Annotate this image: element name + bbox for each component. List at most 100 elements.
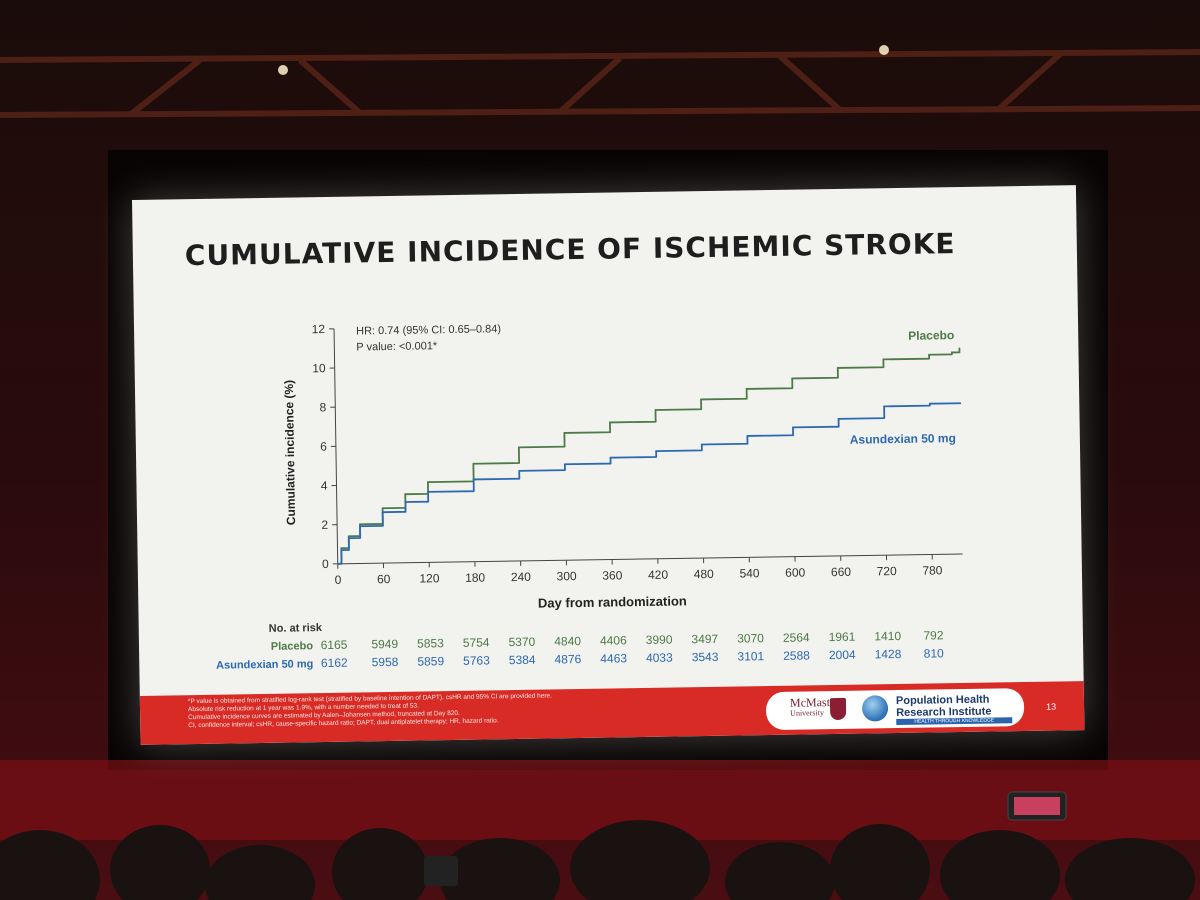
- risk-row-label-asundexian: Asundexian 50 mg: [216, 658, 313, 672]
- x-tick-label: 600: [785, 565, 806, 579]
- placebo-point: [359, 523, 361, 526]
- x-tick-label: 720: [877, 564, 898, 578]
- y-tick-label: 6: [320, 439, 327, 453]
- page-number: 13: [1045, 701, 1057, 712]
- mcmaster-crest-icon: [829, 697, 847, 721]
- placebo-point: [791, 377, 794, 380]
- ceiling-light: [879, 45, 889, 55]
- asundexian-point: [472, 478, 475, 481]
- asundexian-curve: [337, 402, 961, 565]
- y-tick-label: 2: [321, 518, 328, 532]
- y-tick-label: 8: [319, 400, 326, 414]
- risk-value-placebo: 3497: [691, 632, 718, 646]
- x-tick-label: 180: [465, 570, 486, 584]
- asundexian-point: [609, 456, 612, 459]
- placebo-point: [340, 547, 343, 549]
- asundexian-point: [336, 562, 339, 565]
- phri-logo: Population Health Research Institute: [896, 694, 992, 719]
- risk-value-placebo: 6165: [321, 638, 348, 652]
- audience-phone-screen: [1014, 797, 1060, 815]
- asundexian-point: [883, 405, 886, 408]
- risk-value-placebo: 5853: [417, 636, 444, 650]
- placebo-point: [404, 493, 407, 496]
- y-tick-label: 10: [312, 361, 326, 375]
- placebo-point: [882, 358, 885, 361]
- x-tick-label: 240: [511, 570, 532, 584]
- asundexian-point: [404, 501, 407, 503]
- asundexian-point: [427, 490, 429, 493]
- x-tick-label: 360: [602, 568, 623, 582]
- asundexian-point: [655, 450, 658, 452]
- asundexian-point: [563, 463, 566, 466]
- asundexian-point: [928, 402, 931, 405]
- ceiling-light: [278, 65, 288, 75]
- ceiling-truss: [0, 49, 1200, 118]
- risk-value-asundexian: 5763: [463, 653, 490, 667]
- asundexian-point: [340, 549, 343, 551]
- risk-value-placebo: 4840: [554, 634, 581, 648]
- audience: [0, 820, 1195, 900]
- placebo-point: [745, 388, 748, 390]
- y-tick-label: 0: [322, 557, 329, 571]
- risk-value-placebo: 5754: [463, 635, 490, 649]
- x-tick-label: 540: [739, 566, 760, 580]
- chart-series: [336, 347, 962, 565]
- placebo-point: [472, 462, 475, 465]
- legend-placebo: Placebo: [908, 328, 954, 343]
- risk-value-placebo: 5370: [508, 635, 535, 649]
- placebo-point: [381, 507, 384, 510]
- risk-value-asundexian: 3543: [692, 650, 719, 664]
- asundexian-point: [792, 426, 794, 429]
- asundexian-point: [347, 537, 350, 540]
- risk-value-placebo: 1961: [829, 630, 856, 644]
- risk-value-asundexian: 5958: [372, 655, 399, 669]
- legend-asundexian: Asundexian 50 mg: [850, 431, 956, 447]
- x-tick-label: 660: [831, 565, 852, 579]
- risk-row-label-placebo: Placebo: [271, 640, 314, 653]
- y-tick-label: 12: [312, 322, 326, 336]
- asundexian-point: [359, 525, 361, 528]
- risk-value-asundexian: 4033: [646, 651, 673, 665]
- footnotes: *P value is obtained from stratified log…: [188, 689, 748, 730]
- risk-value-asundexian: 2588: [783, 648, 810, 662]
- risk-value-asundexian: 6162: [321, 656, 348, 670]
- partner-logos: McMaster University Population Health Re…: [765, 688, 1025, 731]
- placebo-point: [517, 446, 520, 449]
- risk-value-placebo: 2564: [783, 630, 810, 644]
- placebo-point: [950, 351, 953, 354]
- y-tick-label: 4: [321, 479, 328, 493]
- asundexian-point: [381, 511, 384, 514]
- placebo-point: [347, 535, 350, 538]
- x-axis-label: Day from randomization: [538, 593, 687, 610]
- globe-icon: [861, 695, 889, 722]
- audience-phone: [424, 856, 458, 886]
- placebo-point: [654, 409, 657, 411]
- risk-value-asundexian: 5859: [417, 654, 444, 668]
- x-tick-label: 60: [377, 572, 391, 586]
- annotation-p-value: P value: <0.001*: [356, 340, 438, 353]
- asundexian-point: [959, 402, 962, 405]
- placebo-point: [427, 481, 429, 483]
- placebo-point: [958, 347, 961, 350]
- risk-value-placebo: 3990: [646, 633, 673, 647]
- placebo-curve: [337, 348, 961, 565]
- asundexian-point: [518, 469, 521, 472]
- x-axis-line: [337, 553, 963, 565]
- asundexian-point: [746, 435, 749, 437]
- risk-value-placebo: 5949: [371, 637, 398, 651]
- placebo-point: [700, 398, 702, 401]
- risk-value-asundexian: 4463: [600, 651, 627, 665]
- asundexian-point: [700, 443, 703, 446]
- risk-value-asundexian: 1428: [875, 647, 902, 661]
- placebo-point: [563, 432, 566, 434]
- y-axis-label: Cumulative incidence (%): [282, 380, 298, 526]
- asundexian-point: [837, 417, 840, 420]
- risk-value-placebo: 4406: [600, 633, 627, 647]
- risk-table: 6165 5949 5853 5754 5370 4840 4406 3990 3497 3070…: [321, 628, 945, 670]
- placebo-point: [836, 367, 839, 369]
- x-tick-label: 480: [694, 567, 715, 581]
- x-tick-label: 120: [419, 571, 440, 585]
- placebo-point: [928, 353, 930, 356]
